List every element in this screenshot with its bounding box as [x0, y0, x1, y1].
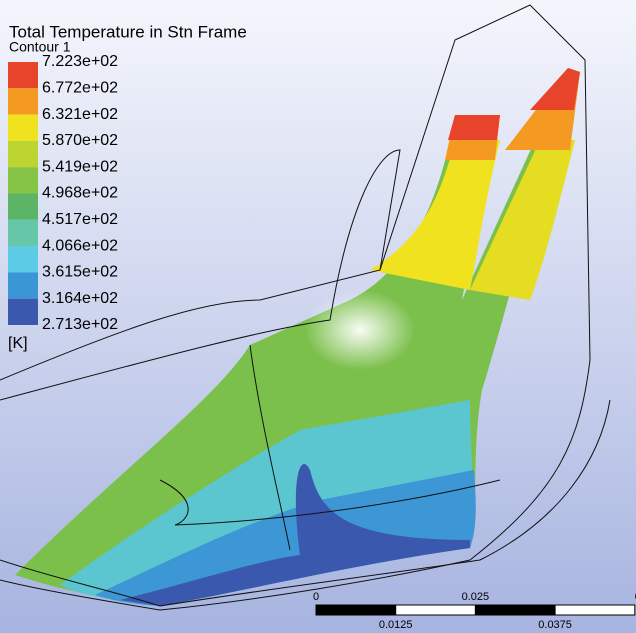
- contour-view: Total Temperature in Stn FrameContour 17…: [0, 0, 636, 633]
- legend-label: 6.772e+02: [42, 80, 118, 97]
- color-band: [8, 167, 38, 193]
- scale-segment: [316, 605, 396, 615]
- scale-segment: [475, 605, 555, 615]
- legend-label: 4.517e+02: [42, 211, 118, 228]
- color-band: [8, 246, 38, 272]
- legend-label: 3.164e+02: [42, 290, 118, 307]
- color-band: [8, 141, 38, 167]
- color-band: [8, 272, 38, 298]
- color-band: [8, 220, 38, 246]
- scale-label: 0.0375: [538, 619, 572, 631]
- color-band: [8, 194, 38, 220]
- legend-label: 4.968e+02: [42, 185, 118, 202]
- color-band: [8, 88, 38, 114]
- legend-label: 6.321e+02: [42, 106, 118, 123]
- scale-segment: [396, 605, 476, 615]
- scale-segment: [555, 605, 635, 615]
- color-band: [8, 115, 38, 141]
- legend-label: 4.066e+02: [42, 237, 118, 254]
- scale-label: 0: [313, 591, 319, 603]
- unit-label: [K]: [8, 335, 28, 352]
- scale-label: 0.0125: [379, 619, 413, 631]
- legend-label: 3.615e+02: [42, 264, 118, 281]
- color-band: [8, 62, 38, 88]
- legend-label: 7.223e+02: [42, 53, 118, 70]
- scale-label: 0.025: [462, 591, 490, 603]
- legend-label: 5.870e+02: [42, 132, 118, 149]
- viewport: Total Temperature in Stn FrameContour 17…: [0, 0, 636, 633]
- color-band: [8, 299, 38, 325]
- legend-label: 2.713e+02: [42, 316, 118, 333]
- legend-label: 5.419e+02: [42, 158, 118, 175]
